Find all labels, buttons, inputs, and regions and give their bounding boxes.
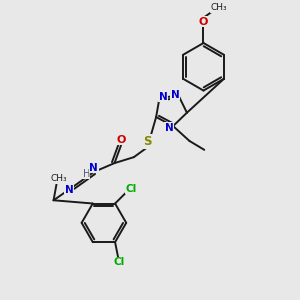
Text: O: O	[199, 16, 208, 27]
Text: N: N	[65, 185, 74, 195]
Text: N: N	[170, 90, 179, 100]
Text: CH₃: CH₃	[211, 3, 227, 12]
Text: O: O	[117, 135, 126, 145]
Text: CH₃: CH₃	[51, 174, 67, 183]
Text: Cl: Cl	[113, 257, 124, 267]
Text: Cl: Cl	[126, 184, 137, 194]
Text: S: S	[143, 135, 152, 148]
Text: N: N	[89, 163, 98, 172]
Text: H: H	[82, 169, 90, 178]
Text: N: N	[159, 92, 168, 102]
Text: N: N	[165, 122, 174, 133]
